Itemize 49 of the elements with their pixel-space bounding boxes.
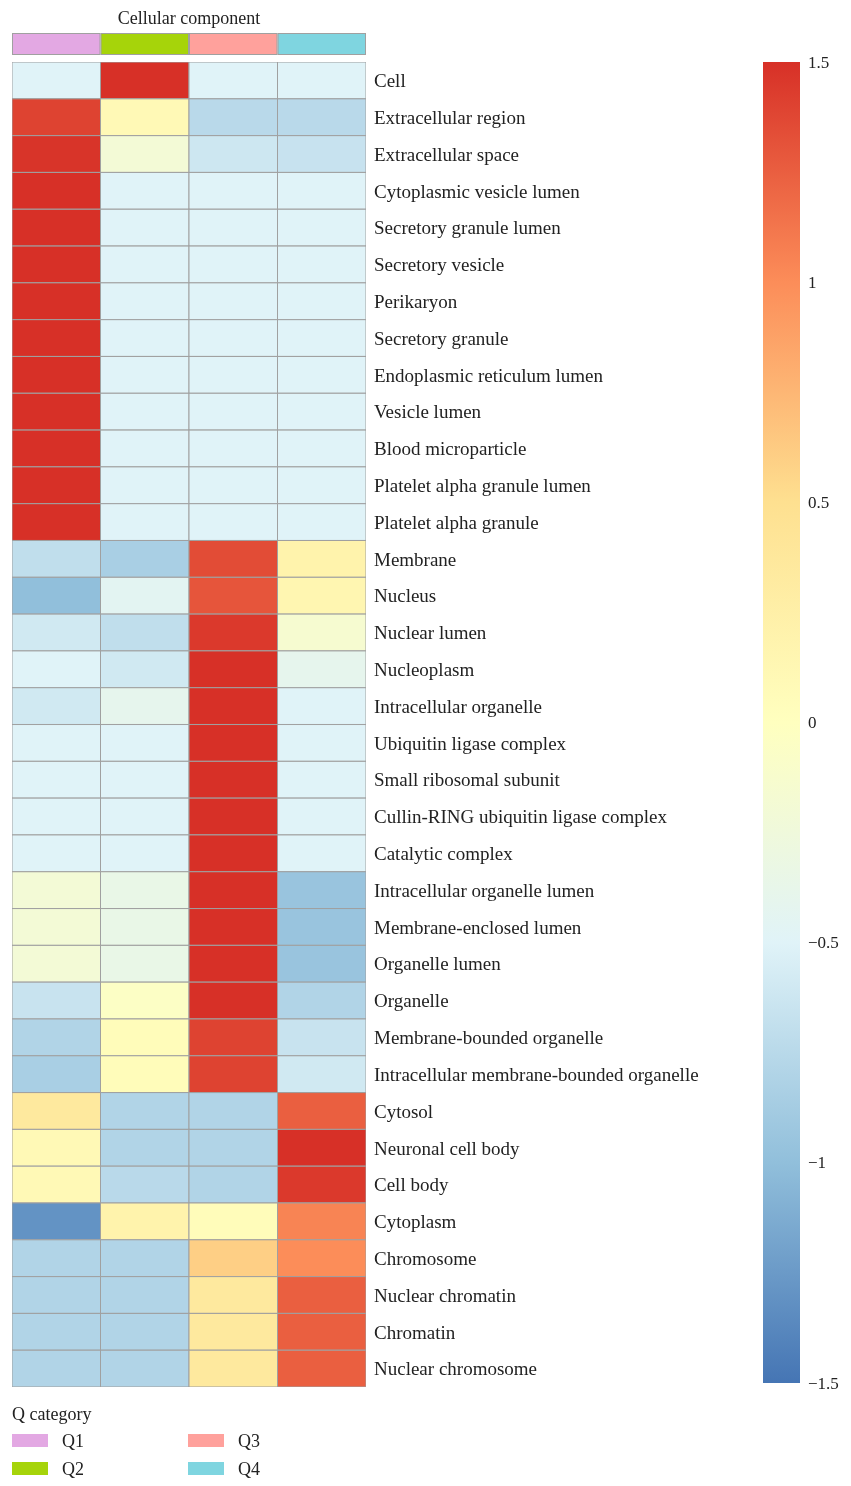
y-tick-label: Perikaryon [374,290,458,312]
y-tick-label: Intracellular organelle [374,695,542,717]
y-tick-label: Cell [374,70,406,92]
y-tick-label: Nuclear chromosome [374,1358,538,1380]
y-tick-label: Cytoplasm [374,1211,457,1233]
y-tick-label: Extracellular space [374,143,520,165]
y-tick-label: Platelet alpha granule lumen [374,475,592,497]
y-tick-label: Neuronal cell body [374,1137,521,1159]
legend-title: Q category [12,1404,92,1424]
y-tick-label: Catalytic complex [374,843,514,865]
color-bar-label: −1 [808,1153,827,1173]
text: Q1 [62,1431,84,1451]
color-bar-label: 1 [808,272,817,292]
color-bar-label: 0.5 [808,492,830,512]
y-tick-label: Intracellular membrane-bounded organelle [374,1063,699,1085]
y-tick-label: Vesicle lumen [374,401,482,423]
y-tick-label: Secretory granule lumen [374,217,562,239]
color-bar-label: 0 [808,713,817,732]
y-tick-label: Membrane-bounded organelle [374,1027,604,1049]
y-tick-label: Endoplasmic reticulum lumen [374,364,604,386]
y-tick-label: Intracellular organelle lumen [374,879,595,901]
text: Q2 [62,1459,84,1479]
y-tick-label: Organelle [374,990,449,1012]
y-tick-label: Nuclear chromatin [374,1284,517,1306]
y-tick-label: Membrane-enclosed lumen [374,916,582,938]
y-tick-label: Secretory granule [374,327,509,349]
y-tick-label: Extracellular region [374,106,526,128]
color-bar-label: −0.5 [808,933,839,953]
y-tick-label: Small ribosomal subunit [374,769,561,791]
y-tick-label: Nucleoplasm [374,659,475,681]
y-tick-label: Cell body [374,1174,449,1196]
text: Q4 [238,1459,260,1479]
y-tick-label: Nuclear lumen [374,622,487,644]
y-tick-label: Membrane [374,548,457,570]
y-tick-label: Chromatin [374,1321,456,1343]
color-bar-label: −1.5 [808,1373,839,1393]
chart-title: Cellular component [116,8,262,29]
y-tick-label: Secretory vesicle [374,254,505,276]
y-tick-label: Cytosol [374,1100,434,1122]
y-tick-label: Ubiquitin ligase complex [374,732,567,754]
y-tick-label: Cytoplasmic vesicle lumen [374,180,581,202]
y-tick-label: Chromosome [374,1247,477,1269]
y-tick-label: Platelet alpha granule [374,511,539,533]
y-tick-label: Cullin-RING ubiquitin ligase complex [374,806,668,828]
color-bar-label: 1.5 [808,52,830,72]
y-tick-label: Blood microparticle [374,438,527,460]
y-tick-label: Organelle lumen [374,953,502,975]
text: Q3 [238,1431,260,1451]
y-tick-label: Nucleus [374,585,437,607]
